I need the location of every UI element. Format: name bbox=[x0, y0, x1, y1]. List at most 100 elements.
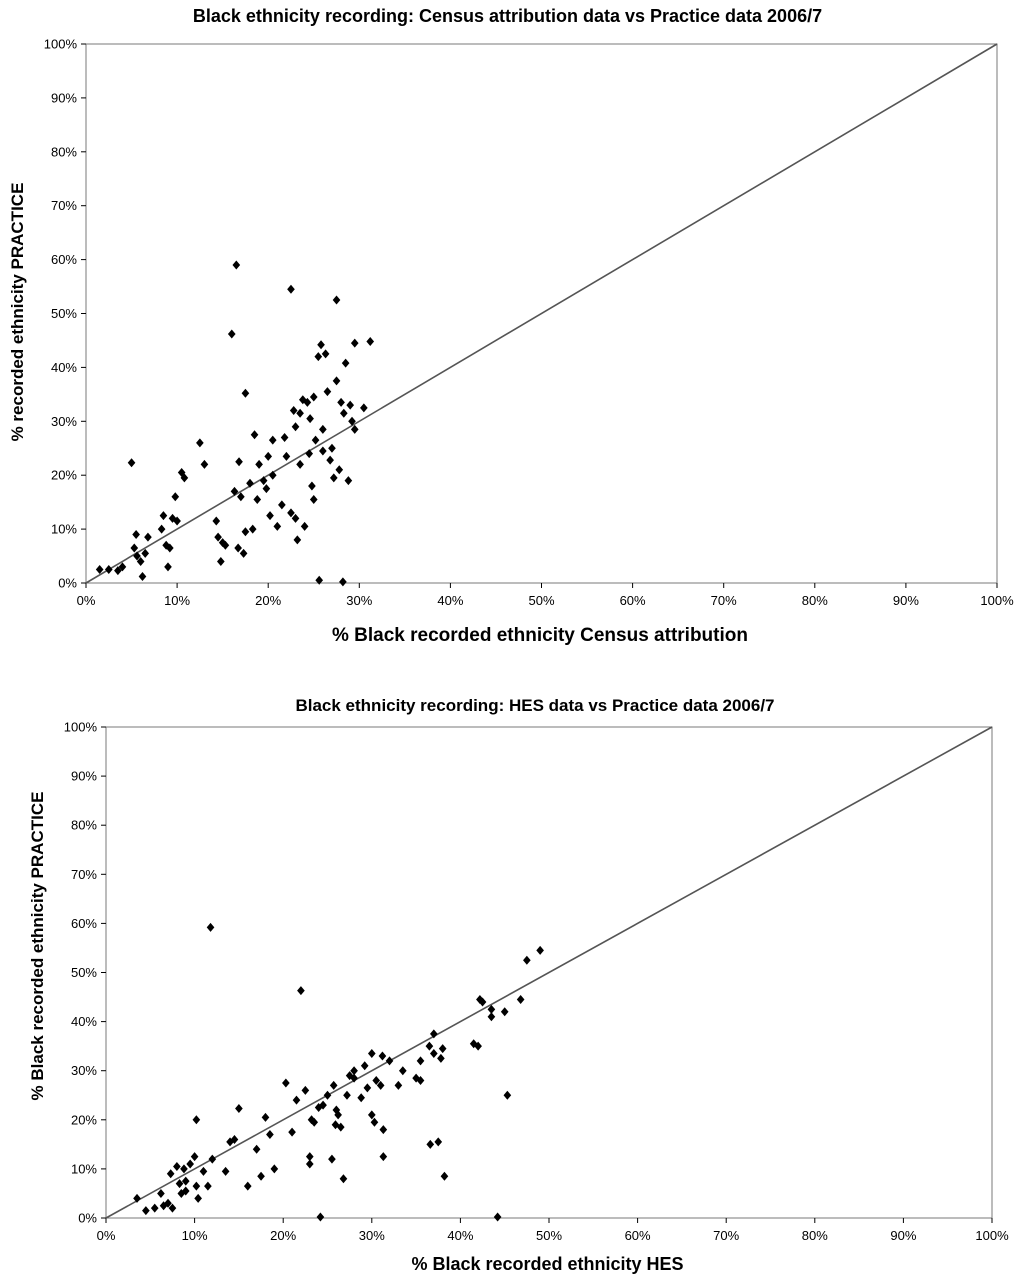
y-tick-label: 50% bbox=[71, 965, 97, 980]
data-point bbox=[305, 449, 314, 459]
y-tick-label: 0% bbox=[78, 1211, 97, 1226]
x-tick-label: 70% bbox=[713, 1228, 739, 1243]
data-point bbox=[343, 1090, 351, 1100]
data-point bbox=[296, 459, 304, 469]
y-tick-label: 100% bbox=[44, 37, 78, 52]
data-point bbox=[315, 575, 324, 585]
y-tick-label: 20% bbox=[51, 468, 77, 483]
data-point bbox=[280, 432, 289, 442]
data-point bbox=[133, 551, 141, 561]
data-point bbox=[291, 513, 300, 523]
data-point bbox=[262, 484, 271, 494]
data-point bbox=[319, 446, 327, 456]
data-point bbox=[239, 548, 248, 558]
data-point bbox=[159, 511, 168, 521]
y-tick-label: 20% bbox=[71, 1112, 97, 1127]
data-point bbox=[194, 1193, 202, 1203]
data-point bbox=[367, 1110, 376, 1120]
data-point bbox=[234, 543, 242, 553]
data-point bbox=[273, 521, 282, 531]
x-tick-label: 20% bbox=[255, 593, 281, 608]
data-point bbox=[270, 1164, 279, 1174]
data-point bbox=[350, 424, 359, 434]
data-point bbox=[334, 1110, 342, 1120]
y-tick-label: 80% bbox=[71, 818, 97, 833]
data-point bbox=[235, 1104, 243, 1114]
data-point bbox=[168, 1203, 177, 1213]
data-point bbox=[310, 1117, 319, 1127]
data-point bbox=[235, 457, 243, 467]
data-point bbox=[162, 540, 170, 550]
data-point bbox=[297, 986, 305, 996]
data-point bbox=[416, 1076, 425, 1086]
reference-line bbox=[85, 43, 998, 584]
data-point bbox=[173, 516, 181, 526]
x-axis-label: % Black recorded ethnicity HES bbox=[411, 1254, 684, 1274]
data-point bbox=[360, 403, 368, 413]
data-point bbox=[144, 532, 152, 542]
data-point bbox=[133, 1193, 141, 1203]
data-point bbox=[253, 494, 262, 504]
data-point bbox=[287, 284, 295, 294]
data-point bbox=[186, 1159, 194, 1169]
data-point bbox=[516, 995, 525, 1005]
data-point bbox=[300, 521, 309, 531]
data-point bbox=[478, 997, 487, 1007]
data-point bbox=[425, 1041, 434, 1051]
data-point bbox=[104, 565, 113, 575]
data-point bbox=[227, 329, 236, 339]
data-point bbox=[214, 532, 222, 542]
data-point bbox=[437, 1053, 445, 1063]
data-point bbox=[257, 1171, 265, 1181]
y-tick-label: 30% bbox=[71, 1063, 97, 1078]
data-point bbox=[192, 1115, 201, 1125]
data-point bbox=[165, 543, 174, 553]
data-point bbox=[487, 1004, 496, 1014]
data-point bbox=[350, 338, 359, 348]
data-point bbox=[429, 1029, 438, 1039]
data-point bbox=[328, 443, 336, 453]
y-tick-label: 60% bbox=[71, 916, 97, 931]
data-point bbox=[309, 392, 318, 402]
census-vs-practice-chart: Black ethnicity recording: Census attrib… bbox=[8, 6, 1014, 646]
data-point bbox=[127, 458, 136, 468]
data-point bbox=[305, 1152, 314, 1162]
data-point bbox=[232, 260, 241, 270]
data-point bbox=[329, 1080, 338, 1090]
data-point bbox=[321, 349, 330, 359]
data-point bbox=[173, 1161, 181, 1171]
data-point bbox=[474, 1041, 482, 1051]
data-point bbox=[503, 1090, 512, 1100]
data-point bbox=[493, 1212, 502, 1222]
data-point bbox=[303, 397, 312, 407]
data-point bbox=[339, 577, 347, 587]
data-point bbox=[438, 1044, 447, 1054]
data-point bbox=[360, 1061, 369, 1071]
data-point bbox=[426, 1139, 435, 1149]
data-point bbox=[339, 1174, 348, 1184]
data-point bbox=[336, 1122, 345, 1132]
x-tick-label: 10% bbox=[182, 1228, 208, 1243]
data-point bbox=[180, 473, 189, 483]
y-tick-label: 80% bbox=[51, 144, 77, 159]
data-point bbox=[171, 492, 180, 502]
data-point bbox=[95, 565, 104, 575]
data-point bbox=[157, 524, 166, 534]
data-point bbox=[166, 1169, 175, 1179]
data-point bbox=[230, 1134, 239, 1144]
data-point bbox=[394, 1080, 403, 1090]
reference-line bbox=[105, 726, 993, 1219]
data-point bbox=[332, 376, 341, 386]
data-point bbox=[301, 1085, 310, 1095]
x-tick-label: 100% bbox=[975, 1228, 1009, 1243]
data-point bbox=[150, 1203, 159, 1213]
data-point bbox=[288, 1127, 296, 1137]
data-point bbox=[398, 1066, 407, 1076]
data-point bbox=[346, 400, 355, 410]
data-point bbox=[291, 422, 300, 432]
data-point bbox=[307, 1115, 316, 1125]
data-point bbox=[206, 922, 215, 932]
y-tick-label: 50% bbox=[51, 306, 77, 321]
data-point bbox=[208, 1154, 217, 1164]
y-tick-label: 10% bbox=[71, 1161, 97, 1176]
